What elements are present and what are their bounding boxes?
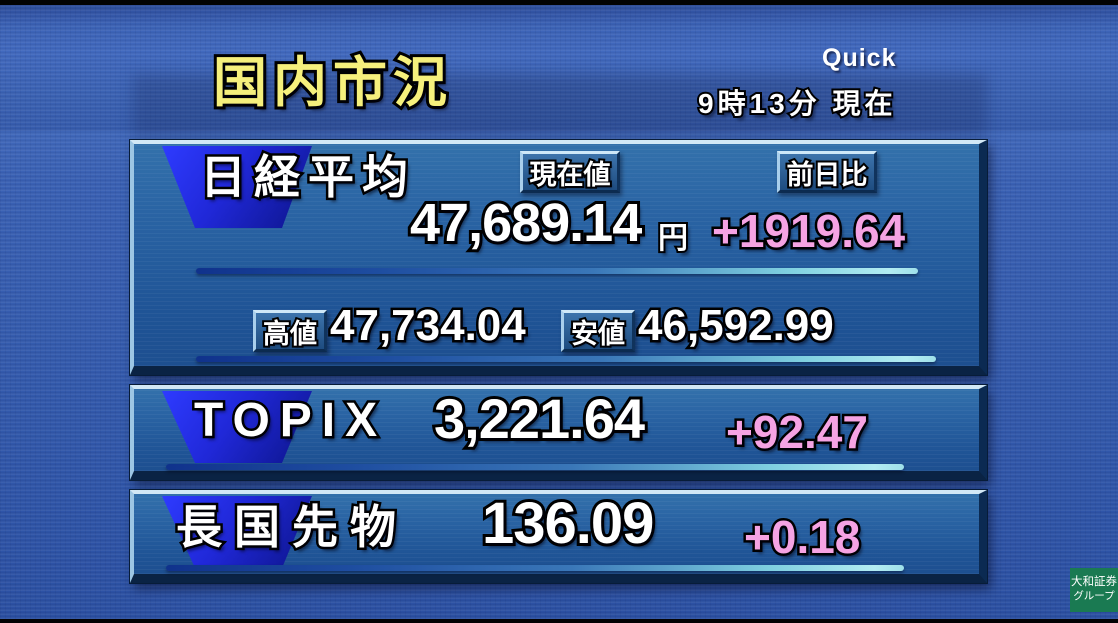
topix-value: 3,221.64 xyxy=(431,387,648,450)
jgb-futures-value: 136.09 xyxy=(479,491,657,556)
jgb-futures-panel: 長国先物 136.09 +0.18 xyxy=(129,489,988,584)
topix-label: TOPIX xyxy=(191,394,388,447)
topix-panel: TOPIX 3,221.64 +92.47 xyxy=(129,384,988,481)
low-tag: 安値 xyxy=(561,310,635,352)
daiwa-logo-line2: グループ xyxy=(1073,589,1115,602)
daiwa-logo-line1: 大和証券 xyxy=(1071,576,1117,588)
underline-gradient xyxy=(166,565,904,571)
nikkei-value: 47,689.14 xyxy=(407,193,645,253)
jgb-futures-change: +0.18 xyxy=(741,511,862,563)
quick-logo: Quick xyxy=(822,44,897,72)
nikkei-unit: 円 xyxy=(656,222,690,256)
letterbox-top xyxy=(0,0,1118,5)
nikkei-high-value: 47,734.04 xyxy=(328,301,529,350)
letterbox-bottom xyxy=(0,619,1118,623)
current-value-tag: 現在値 xyxy=(520,151,620,193)
underline-gradient xyxy=(196,268,918,274)
nikkei-low-value: 46,592.99 xyxy=(636,301,837,350)
nikkei-panel: 日経平均 現在値 前日比 47,689.14 円 +1919.64 高値 47,… xyxy=(129,139,988,376)
daiwa-securities-logo: 大和証券 グループ xyxy=(1070,568,1118,612)
topix-change: +92.47 xyxy=(724,406,871,458)
nikkei-change: +1919.64 xyxy=(709,205,907,257)
underline-gradient xyxy=(166,464,904,470)
high-tag: 高値 xyxy=(253,310,327,352)
timestamp: 9時13分 現在 xyxy=(696,88,897,120)
underline-gradient xyxy=(196,356,936,362)
header-shadow-band xyxy=(132,74,988,138)
page-title: 国内市況 xyxy=(210,53,453,113)
nikkei-label: 日経平均 xyxy=(198,151,416,203)
jgb-futures-label: 長国先物 xyxy=(174,501,408,553)
day-change-tag: 前日比 xyxy=(777,151,877,193)
